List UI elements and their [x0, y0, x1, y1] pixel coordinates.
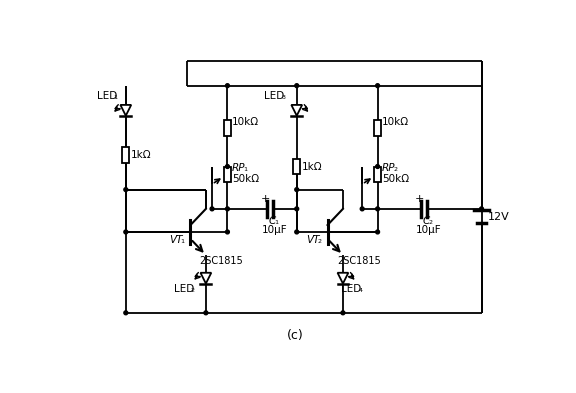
Text: $_2$: $_2$ — [429, 218, 434, 227]
Text: C: C — [268, 216, 275, 226]
Text: 50kΩ: 50kΩ — [382, 174, 410, 184]
Text: VT: VT — [169, 235, 183, 245]
Text: $_2$: $_2$ — [393, 165, 399, 174]
Circle shape — [226, 230, 229, 234]
Bar — [224, 120, 231, 136]
Circle shape — [295, 230, 299, 234]
Circle shape — [226, 207, 229, 211]
Circle shape — [124, 188, 128, 191]
Text: 50kΩ: 50kΩ — [232, 174, 259, 184]
Circle shape — [360, 207, 364, 211]
Text: $_1$: $_1$ — [243, 165, 248, 174]
Text: LED: LED — [173, 284, 194, 294]
Text: 1kΩ: 1kΩ — [301, 162, 322, 171]
Text: $_1$: $_1$ — [113, 94, 119, 103]
Bar — [374, 167, 381, 182]
Text: 10kΩ: 10kΩ — [382, 117, 410, 127]
Circle shape — [480, 207, 483, 211]
Circle shape — [226, 165, 229, 169]
Text: 2SC1815: 2SC1815 — [337, 256, 381, 266]
Bar — [374, 120, 381, 136]
Text: 10μF: 10μF — [416, 225, 442, 235]
Circle shape — [295, 84, 299, 88]
Text: $_2$: $_2$ — [191, 286, 196, 295]
Text: $_1$: $_1$ — [274, 218, 280, 227]
Text: 12V: 12V — [488, 211, 509, 222]
Bar — [293, 159, 300, 174]
Circle shape — [124, 311, 128, 315]
Polygon shape — [291, 105, 302, 116]
Text: 10kΩ: 10kΩ — [232, 117, 259, 127]
Circle shape — [376, 230, 380, 234]
Circle shape — [376, 165, 380, 169]
Polygon shape — [120, 105, 131, 116]
Circle shape — [204, 311, 208, 315]
Circle shape — [295, 188, 299, 191]
Text: LED: LED — [264, 92, 285, 101]
Text: LED: LED — [342, 284, 362, 294]
Text: LED: LED — [97, 92, 117, 101]
Circle shape — [124, 230, 128, 234]
Circle shape — [376, 84, 380, 88]
Circle shape — [226, 84, 229, 88]
Text: $_2$: $_2$ — [317, 237, 322, 246]
Circle shape — [295, 207, 299, 211]
Circle shape — [341, 311, 345, 315]
Polygon shape — [338, 273, 348, 284]
Circle shape — [210, 207, 214, 211]
Text: $_1$: $_1$ — [180, 237, 185, 246]
Text: (c): (c) — [287, 329, 304, 342]
Text: RP: RP — [232, 163, 245, 173]
Text: VT: VT — [306, 235, 320, 245]
Text: $_3$: $_3$ — [281, 94, 287, 103]
Text: 1kΩ: 1kΩ — [130, 150, 151, 160]
Bar — [224, 167, 231, 182]
Text: C: C — [422, 216, 430, 226]
Text: 2SC1815: 2SC1815 — [200, 256, 244, 266]
Polygon shape — [200, 273, 211, 284]
Text: $_4$: $_4$ — [358, 286, 364, 295]
Text: +: + — [260, 194, 270, 204]
Circle shape — [376, 207, 380, 211]
Text: 10μF: 10μF — [262, 225, 288, 235]
Text: +: + — [415, 194, 424, 204]
Bar — [122, 147, 129, 163]
Text: RP: RP — [382, 163, 396, 173]
